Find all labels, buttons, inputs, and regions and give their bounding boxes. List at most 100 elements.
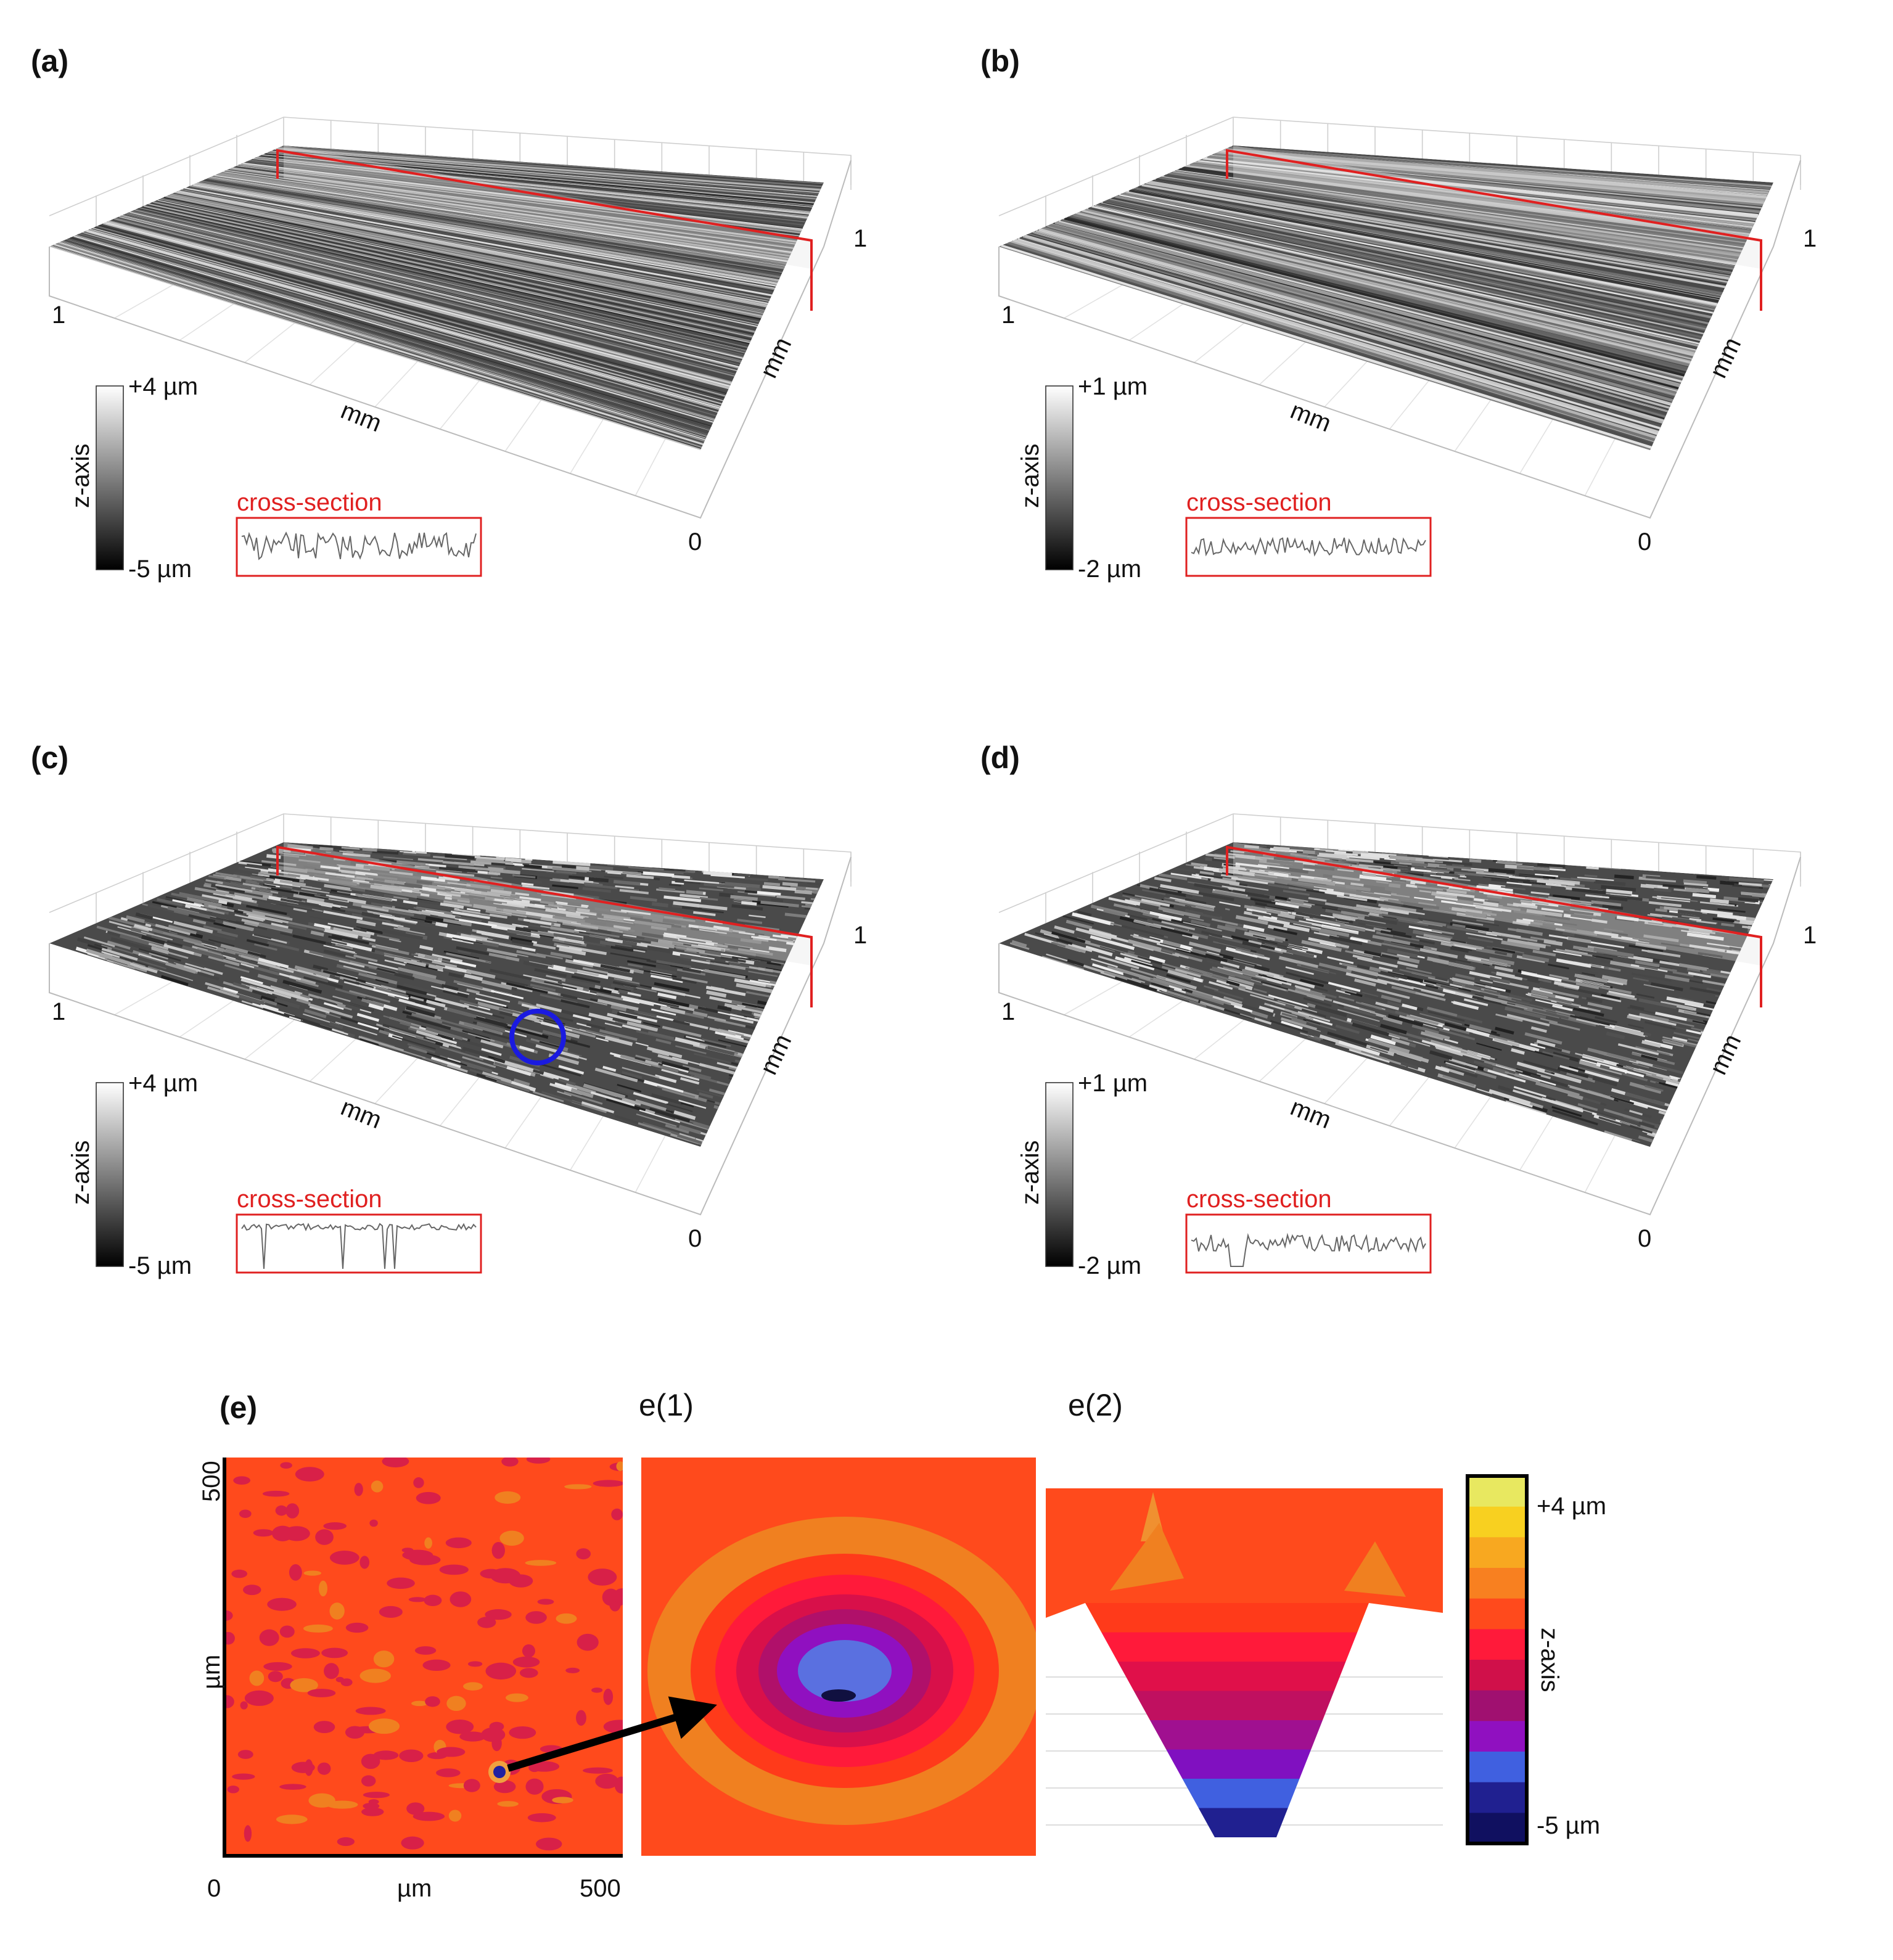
streak [384,959,406,966]
streak [1151,898,1186,907]
streak [412,974,446,985]
streak [1593,947,1634,958]
streak [771,898,784,903]
streak [1536,1039,1556,1048]
streak [1483,903,1521,911]
colorbar-title: z-axis [1017,1141,1044,1205]
streak [643,1080,684,1094]
streak [1448,938,1466,944]
colorbar-min: -5 µm [1537,1812,1600,1839]
streak [1228,146,1772,189]
streak [1483,901,1499,907]
streak [725,1035,749,1044]
streak [1628,1024,1644,1029]
map-blotch [271,1525,294,1541]
map-blotch [345,1726,365,1739]
streak [394,972,415,980]
map-blotch [313,1721,335,1734]
streak [1296,911,1332,921]
streak [1632,1062,1649,1068]
surface [49,842,824,1147]
map-blotch [537,1599,554,1605]
streak [1688,1038,1699,1043]
streak [1521,971,1562,982]
streak [198,181,779,281]
streak [1586,997,1603,1004]
streak [1682,915,1700,919]
streak [704,969,746,979]
streak [1185,990,1225,1006]
streak [601,914,631,920]
streak [1250,1010,1268,1019]
streak [1599,1064,1625,1075]
streak [167,195,763,316]
streak [234,892,268,901]
streak [1509,1097,1533,1108]
streak [1416,885,1443,891]
streak [1438,955,1471,964]
streak [403,851,417,854]
streak [234,914,264,922]
panel-label: (c) [31,740,68,775]
streak [1606,888,1633,895]
streak [1688,929,1715,935]
streak [1529,893,1549,898]
streak [464,974,483,982]
streak [254,157,809,217]
streak [1424,1030,1450,1040]
streak [459,919,497,927]
streak [202,894,242,904]
streak [301,887,330,894]
cross-section-box [1185,517,1432,577]
streak [343,978,374,988]
streak [1273,928,1297,935]
streak [1466,932,1503,940]
streak [1601,885,1636,892]
streak [1121,192,1715,311]
streak [1204,156,1759,217]
funnel-band [1085,1603,1369,1633]
streak [449,908,480,914]
streak [734,978,766,987]
streak [151,202,755,335]
streak [258,922,293,933]
streak [626,874,654,879]
streak [1228,982,1246,991]
streak [446,952,486,963]
streak [1115,195,1712,319]
streak [160,974,189,986]
streak [1352,954,1373,961]
streak [254,943,277,951]
streak [205,879,218,884]
streak [695,1138,704,1143]
streak [1505,1071,1540,1083]
streak [1523,1060,1561,1073]
streak [1492,947,1516,954]
streak [1532,949,1556,957]
streak [1556,958,1591,968]
streak [715,1030,744,1040]
streak [794,889,812,895]
streak [322,970,366,983]
streak [1244,851,1263,857]
streak [1270,1020,1308,1033]
streak [468,895,485,900]
streak [1380,930,1412,938]
streak [268,868,282,873]
axis-line [49,160,852,519]
streak [208,904,235,912]
streak [209,176,785,268]
streak [1484,989,1501,995]
section-line [276,845,813,1007]
streak [429,863,446,867]
axis-title: mm [755,1030,797,1079]
streak [244,921,258,927]
streak [422,1056,448,1067]
streak [1662,1036,1698,1046]
streak [1317,855,1350,860]
cross-section-title: cross-section [1186,1186,1332,1213]
streak [1574,908,1605,914]
streak [1418,901,1437,906]
streak [1286,948,1315,959]
streak [1160,941,1189,951]
